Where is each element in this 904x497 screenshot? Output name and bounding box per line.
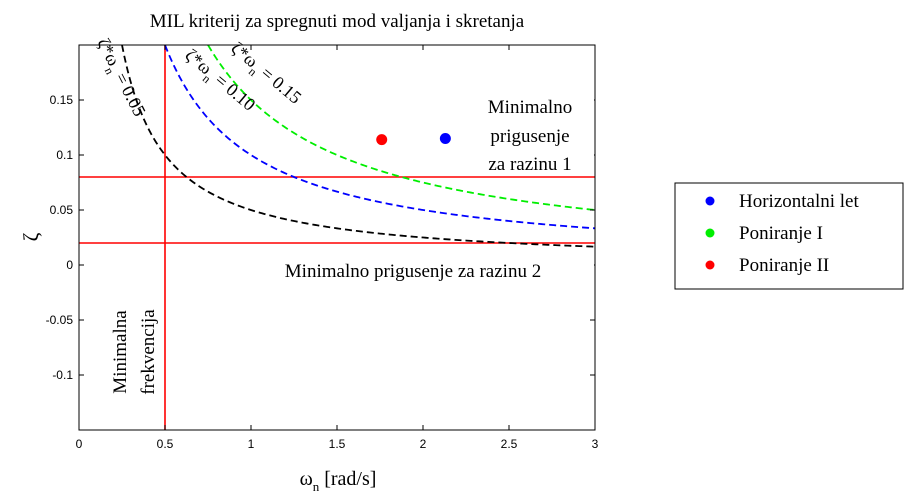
x-tick-label: 2 xyxy=(420,437,427,451)
legend-marker xyxy=(705,196,715,206)
y-tick-label: 0.05 xyxy=(50,203,74,217)
legend-label: Horizontalni let xyxy=(739,191,859,212)
legend-marker xyxy=(705,260,715,270)
x-tick-label: 2.5 xyxy=(501,437,518,451)
y-tick-label: 0 xyxy=(66,258,73,272)
x-tick-label: 1 xyxy=(248,437,255,451)
annotation-line: prigusenje xyxy=(490,126,569,147)
annotation-line: za razinu 1 xyxy=(488,154,571,175)
series-line-1 xyxy=(164,45,595,230)
points-layer xyxy=(376,133,451,146)
series-layer xyxy=(79,45,595,430)
legend-marker xyxy=(705,228,715,238)
annotation-line: frekvencija xyxy=(138,309,159,395)
x-axis-label: ωn [rad/s] xyxy=(300,468,377,494)
chart-title: MIL kriterij za spregnuti mod valjanja i… xyxy=(150,11,525,32)
x-tick-label: 1.5 xyxy=(329,437,346,451)
legend-label: Poniranje I xyxy=(739,223,823,244)
legend-label: Poniranje II xyxy=(739,255,829,276)
y-tick-label: -0.1 xyxy=(52,368,73,382)
x-tick-label: 0.5 xyxy=(157,437,174,451)
series-line-0 xyxy=(121,45,595,248)
legend: Horizontalni let Poniranje I Poniranje II xyxy=(674,182,904,290)
y-tick-label: -0.05 xyxy=(46,313,74,327)
data-point-1 xyxy=(376,134,388,146)
annotation-line: Minimalna xyxy=(110,310,131,394)
data-point-0 xyxy=(439,133,451,144)
annotation-level2: Minimalno prigusenje za razinu 2 xyxy=(232,254,594,282)
annotation-freq: Minimalna frekvencija xyxy=(110,309,159,395)
annotation-line: Minimalno prigusenje za razinu 2 xyxy=(285,261,541,282)
annotation-line: Minimalno xyxy=(488,97,572,118)
axes: 0 0.5 1 1.5 2 2.5 3 -0.1 -0.05 0 0.05 0.1 0.15 xyxy=(46,45,599,451)
x-tick-label: 0 xyxy=(76,437,83,451)
y-axis-label: ζ xyxy=(19,232,43,241)
y-tick-label: 0.1 xyxy=(56,148,73,162)
y-tick-label: 0.15 xyxy=(50,93,74,107)
x-tick-label: 3 xyxy=(592,437,599,451)
annotation-level1: Minimalno prigusenje za razinu 1 xyxy=(466,93,594,175)
